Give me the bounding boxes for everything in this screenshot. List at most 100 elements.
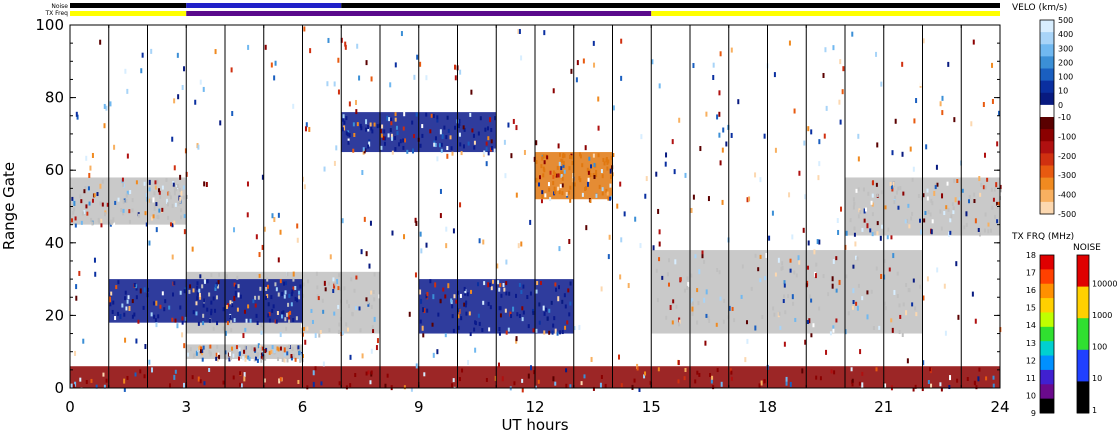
- speckle: [294, 285, 297, 290]
- speckle: [311, 319, 314, 324]
- speckle: [601, 174, 604, 179]
- speckle: [135, 284, 138, 289]
- speckle: [365, 251, 368, 257]
- speckle: [203, 381, 206, 386]
- speckle: [538, 175, 541, 180]
- speckle: [605, 158, 608, 163]
- speckle: [677, 360, 680, 366]
- speckle: [839, 59, 842, 65]
- speckle: [587, 177, 590, 182]
- speckle: [861, 382, 864, 388]
- speckle: [570, 68, 573, 74]
- speckle: [294, 357, 297, 362]
- speckle: [966, 377, 969, 382]
- speckle: [266, 284, 269, 289]
- speckle: [183, 343, 186, 349]
- speckle: [195, 350, 198, 356]
- speckle: [94, 271, 97, 277]
- y-tick-label-80: 80: [45, 89, 64, 107]
- speckle: [85, 380, 88, 385]
- speckle: [178, 187, 181, 192]
- speckle: [458, 377, 461, 382]
- speckle: [341, 331, 344, 336]
- speckle: [652, 245, 655, 251]
- speckle: [169, 222, 172, 227]
- speckle: [494, 116, 497, 121]
- speckle: [192, 310, 195, 315]
- speckle: [780, 266, 783, 271]
- speckle: [192, 288, 195, 293]
- speckle: [664, 161, 667, 167]
- speckle: [952, 206, 955, 211]
- txfreq-swatch-3: [1040, 298, 1054, 313]
- speckle: [458, 118, 461, 123]
- speckle: [853, 201, 856, 206]
- speckle: [354, 373, 357, 378]
- speckle: [522, 284, 525, 289]
- speckle: [678, 319, 681, 324]
- speckle: [298, 290, 301, 295]
- speckle: [179, 196, 182, 201]
- speckle: [421, 325, 424, 331]
- speckle: [380, 145, 383, 150]
- speckle: [74, 381, 77, 387]
- speckle: [557, 296, 560, 302]
- speckle: [788, 40, 791, 46]
- speckle: [876, 221, 879, 226]
- speckle: [563, 153, 566, 158]
- speckle: [103, 384, 106, 389]
- speckle: [862, 187, 865, 192]
- speckle: [444, 333, 447, 338]
- speckle: [902, 302, 905, 307]
- speckle: [855, 188, 858, 193]
- speckle: [541, 156, 544, 161]
- speckle: [984, 212, 987, 217]
- speckle: [699, 146, 702, 152]
- speckle: [182, 185, 185, 190]
- speckle: [79, 377, 82, 382]
- speckle: [191, 246, 194, 252]
- speckle: [80, 199, 83, 204]
- velocity-tick--500: -500: [1058, 210, 1076, 219]
- speckle: [831, 283, 834, 289]
- speckle: [434, 143, 437, 148]
- speckle: [554, 190, 557, 195]
- speckle: [485, 147, 488, 152]
- speckle: [586, 181, 589, 187]
- speckle: [822, 72, 825, 78]
- speckle: [253, 357, 256, 362]
- speckle: [919, 284, 922, 289]
- speckle: [987, 229, 990, 234]
- speckle: [384, 136, 387, 141]
- speckle: [200, 346, 203, 351]
- speckle: [208, 292, 211, 297]
- speckle: [231, 111, 234, 117]
- speckle: [452, 228, 455, 234]
- speckle: [561, 299, 564, 304]
- speckle: [552, 170, 555, 175]
- speckle: [439, 188, 442, 194]
- speckle: [91, 152, 94, 158]
- speckle: [275, 287, 278, 292]
- speckle: [985, 376, 988, 381]
- speckle: [99, 183, 102, 189]
- speckle: [449, 135, 452, 140]
- speckle: [765, 252, 768, 258]
- speckle: [298, 350, 301, 355]
- speckle: [365, 297, 368, 302]
- speckle: [201, 348, 204, 353]
- speckle: [201, 284, 204, 289]
- noise-segment-1: [186, 3, 342, 8]
- speckle: [569, 384, 572, 389]
- speckle: [610, 175, 613, 180]
- speckle: [212, 326, 215, 331]
- speckle: [866, 290, 869, 295]
- speckle: [124, 296, 127, 301]
- speckle: [345, 131, 348, 136]
- speckle: [510, 153, 513, 159]
- speckle: [974, 218, 977, 224]
- speckle: [432, 294, 435, 300]
- speckle: [939, 382, 942, 387]
- speckle: [912, 166, 915, 172]
